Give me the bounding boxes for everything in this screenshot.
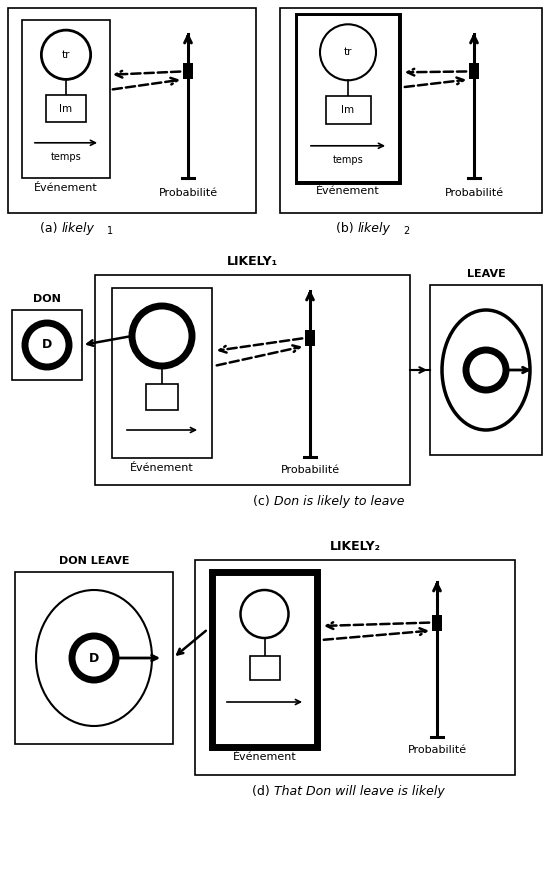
Bar: [183, 64, 193, 80]
Text: Événement: Événement: [233, 752, 296, 762]
Bar: [12, 310, 82, 380]
Bar: [15, 572, 173, 744]
Text: 2: 2: [403, 226, 409, 236]
Text: Don is likely to leave: Don is likely to leave: [274, 495, 405, 508]
Bar: [469, 64, 479, 80]
Text: lm: lm: [59, 103, 72, 114]
Text: tr: tr: [344, 48, 352, 57]
Bar: [298, 16, 398, 181]
Text: D: D: [89, 652, 99, 665]
Text: Probabilité: Probabilité: [407, 745, 467, 755]
Text: DON: DON: [33, 294, 61, 304]
Bar: [430, 285, 542, 455]
Text: LEAVE: LEAVE: [467, 269, 506, 279]
Bar: [212, 572, 317, 747]
Bar: [146, 384, 178, 410]
Text: Probabilité: Probabilité: [281, 465, 340, 475]
Text: Événement: Événement: [34, 183, 98, 193]
Text: (c): (c): [253, 495, 274, 508]
Bar: [305, 330, 315, 346]
Bar: [95, 275, 410, 485]
Bar: [22, 20, 110, 178]
Text: 1: 1: [107, 226, 113, 236]
Text: LIKELY₁: LIKELY₁: [227, 255, 278, 268]
Bar: [280, 8, 542, 213]
Bar: [249, 656, 279, 680]
Bar: [326, 96, 371, 125]
Bar: [195, 560, 515, 775]
Text: (a): (a): [41, 222, 62, 235]
Bar: [8, 8, 256, 213]
Text: D: D: [42, 339, 52, 352]
Bar: [112, 288, 212, 458]
Text: DON LEAVE: DON LEAVE: [59, 556, 129, 566]
Text: Événement: Événement: [130, 463, 194, 473]
Text: likely: likely: [62, 222, 95, 235]
Text: tr: tr: [61, 50, 70, 60]
Text: That Don will leave is likely: That Don will leave is likely: [274, 785, 445, 798]
Text: temps: temps: [51, 152, 81, 162]
Text: Probabilité: Probabilité: [445, 188, 503, 198]
Text: Probabilité: Probabilité: [159, 188, 217, 198]
Bar: [46, 95, 86, 122]
Text: (b): (b): [337, 222, 358, 235]
Text: temps: temps: [333, 155, 363, 164]
Text: likely: likely: [358, 222, 391, 235]
Text: LIKELY₂: LIKELY₂: [329, 540, 380, 553]
Text: (d): (d): [252, 785, 274, 798]
Text: lm: lm: [341, 105, 355, 115]
Text: Événement: Événement: [316, 186, 380, 196]
Bar: [298, 16, 398, 181]
Bar: [432, 614, 442, 630]
